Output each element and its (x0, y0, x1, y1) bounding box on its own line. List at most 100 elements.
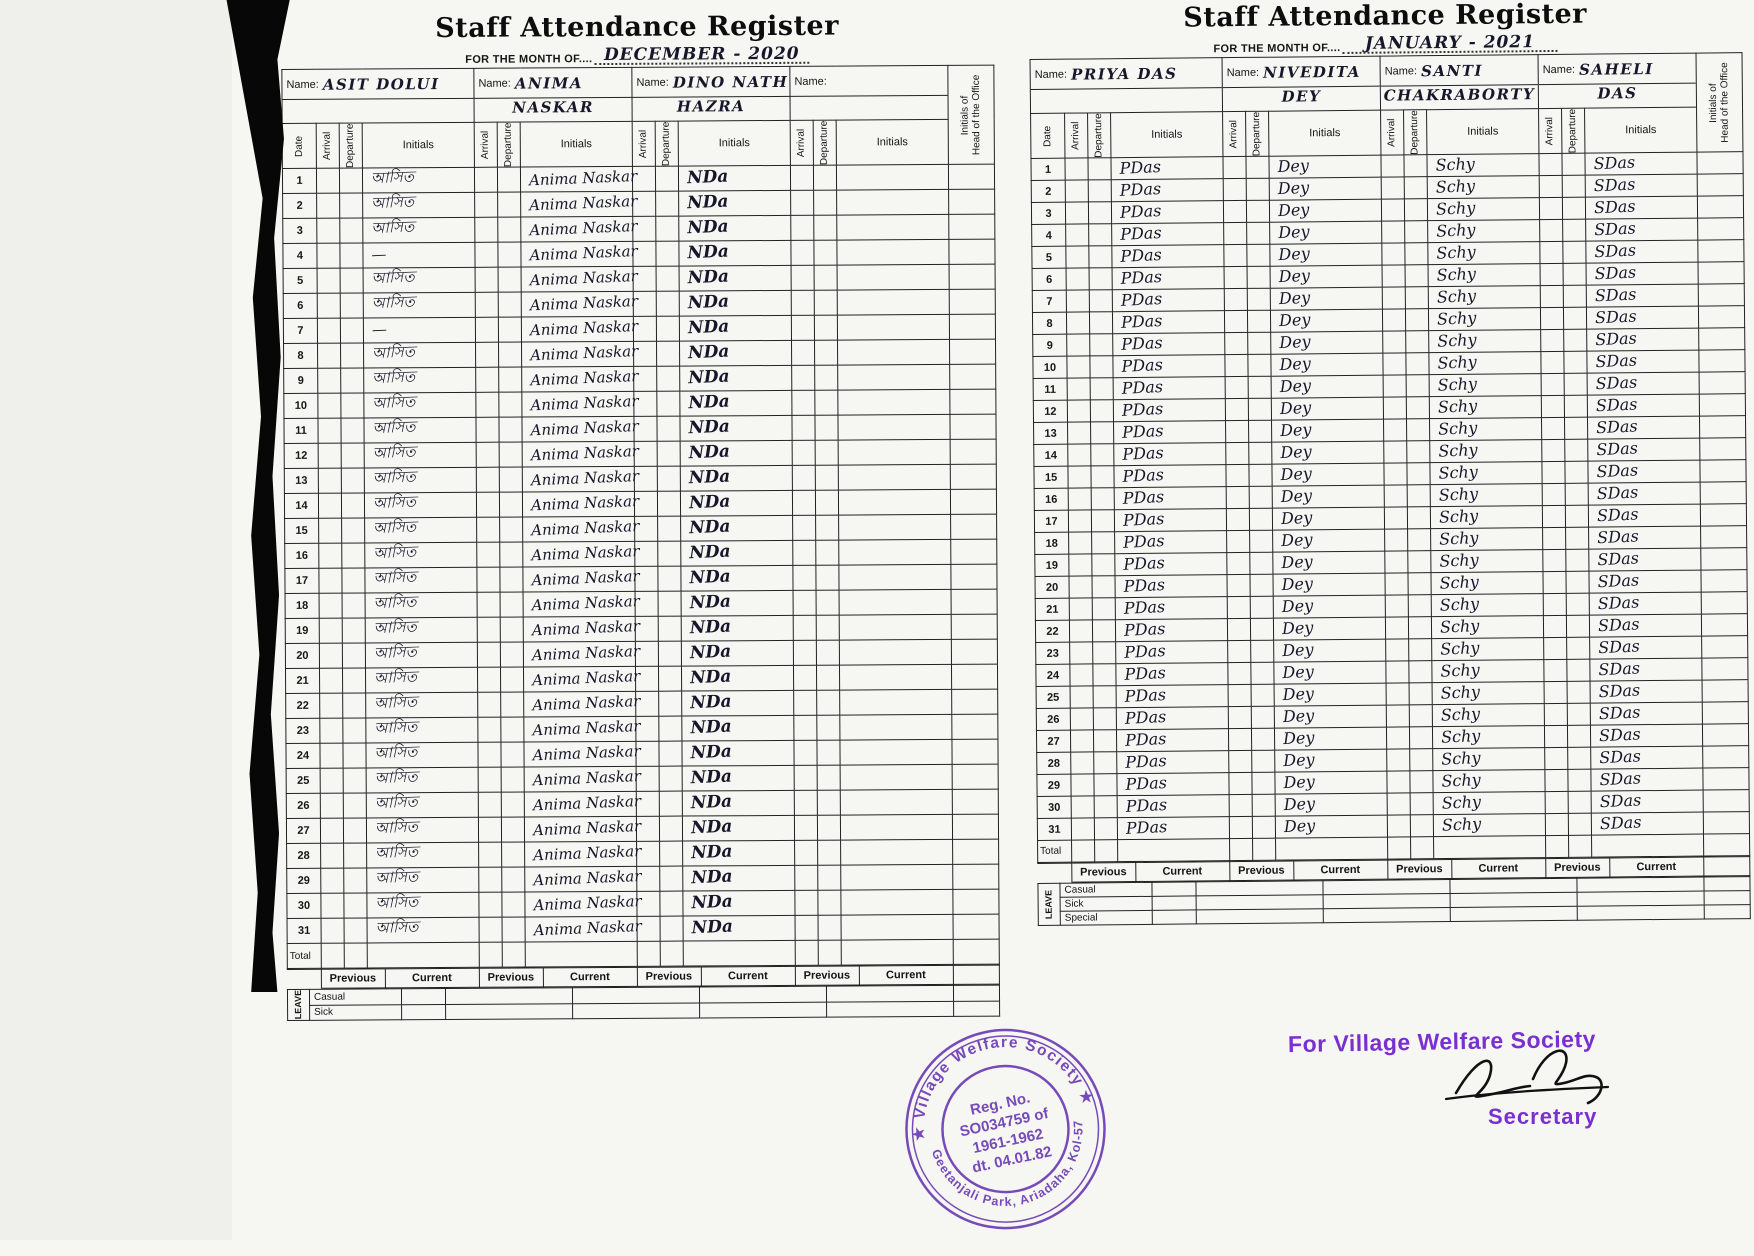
initials-cell: আসিত (363, 417, 477, 444)
arrival-cell (478, 892, 503, 918)
arrival-cell (1066, 290, 1090, 313)
leave-value-cell (1703, 877, 1751, 892)
initials-cell: NDa (681, 740, 795, 767)
date-cell: 1 (1030, 158, 1066, 181)
head-initials-cell (1697, 152, 1744, 175)
departure-cell (497, 167, 521, 193)
arrival-cell (1544, 681, 1568, 705)
initials-cell: NDa (682, 840, 795, 867)
head-initials-cell (1701, 614, 1748, 637)
arrival-cell (316, 168, 340, 194)
departure-cell (339, 193, 363, 219)
arrival-header: Arrival (1064, 112, 1088, 159)
departure-cell (1566, 637, 1590, 660)
arrival-cell (1066, 268, 1090, 291)
previous-header: Previous (320, 969, 385, 989)
initials-cell: Schy (1428, 286, 1541, 310)
name-label: Name: (1542, 63, 1576, 76)
handwritten-signature: NDa (690, 817, 733, 839)
initials-cell: Anima Naskar (523, 691, 641, 718)
name-box-3: Name: SANTI CHAKRABORTY (1380, 54, 1539, 111)
initials-cell: SDas (1585, 240, 1699, 264)
date-cell: 13 (284, 468, 319, 494)
arrival-cell (1382, 331, 1406, 354)
initials-cell: NDa (679, 340, 792, 367)
previous-header: Previous (1229, 861, 1294, 882)
departure-cell (1091, 510, 1115, 533)
total-value-cell (479, 942, 503, 968)
handwritten-signature: Schy (1440, 725, 1481, 747)
staff-name-line2: NASKAR (512, 98, 594, 117)
handwritten-signature: আসিত (371, 392, 416, 413)
departure-cell (1087, 158, 1112, 181)
departure-cell (1408, 661, 1433, 684)
arrival-cell (795, 915, 819, 941)
arrival-cell (1384, 573, 1409, 596)
arrival-cell (320, 868, 344, 894)
arrival-cell (317, 343, 341, 369)
departure-cell (816, 590, 840, 616)
arrival-cell (1224, 332, 1248, 356)
departure-cell (1091, 576, 1116, 599)
departure-cell (1407, 551, 1431, 574)
handwritten-signature: Schy (1435, 220, 1476, 241)
initials-cell: PDas (1111, 201, 1224, 225)
departure-cell (501, 867, 525, 893)
date-cell: 24 (1035, 664, 1071, 687)
initials-cell: SDas (1586, 262, 1699, 286)
departure-cell (1248, 398, 1272, 421)
head-initials-cell (1702, 746, 1749, 769)
handwritten-signature: PDas (1122, 508, 1165, 530)
initials-cell: PDas (1111, 223, 1224, 247)
handwritten-signature: আসিত (372, 542, 417, 563)
current-header: Current (384, 968, 479, 989)
arrival-cell (1540, 307, 1564, 331)
initials-cell: PDas (1113, 443, 1226, 467)
arrival-cell (474, 167, 498, 193)
initials-cell: Schy (1431, 660, 1545, 684)
handwritten-signature: Schy (1440, 703, 1481, 725)
initials-cell: Dey (1271, 463, 1385, 487)
arrival-cell (1067, 422, 1091, 445)
departure-cell (657, 441, 681, 467)
initials-cell (837, 414, 951, 441)
name-row: Name: PRIYA DAS Name: NIVEDITA DEY Name:… (1030, 52, 1744, 153)
arrival-cell (1227, 640, 1251, 664)
date-cell: 9 (283, 368, 318, 394)
initials-cell: NDa (679, 415, 793, 442)
handwritten-signature: PDas (1120, 310, 1163, 332)
departure-cell (1406, 419, 1430, 442)
departure-cell (500, 717, 524, 743)
initials-cell (838, 564, 952, 591)
departure-cell (500, 617, 524, 643)
total-label: Total (287, 943, 322, 969)
handwritten-signature: SDas (1595, 394, 1638, 416)
departure-cell (817, 890, 842, 916)
date-cell: 15 (284, 518, 319, 544)
initials-cell: SDas (1585, 174, 1698, 198)
initials-cell: Schy (1430, 550, 1544, 574)
date-cell: 30 (286, 893, 322, 919)
arrival-cell (1540, 351, 1565, 375)
arrival-header: Arrival (1222, 111, 1246, 158)
arrival-cell (1545, 791, 1569, 815)
departure-cell (815, 515, 839, 541)
arrival-cell (1544, 747, 1568, 771)
initials-cell (838, 464, 951, 491)
handwritten-signature: — (371, 320, 388, 340)
initials-cell: Anima Naskar (524, 766, 641, 793)
arrival-cell (792, 540, 816, 566)
leave-value-cell (1450, 906, 1578, 922)
head-initials-cell (948, 164, 995, 190)
departure-cell (1249, 530, 1273, 553)
arrival-cell (478, 867, 502, 893)
departure-cell (1563, 351, 1588, 374)
head-initials-cell (1699, 438, 1746, 461)
initials-cell: NDa (679, 390, 792, 417)
initials-cell: SDas (1586, 328, 1699, 352)
handwritten-signature: Anima Naskar (530, 542, 640, 565)
leave-value-cell (1323, 907, 1451, 924)
arrival-cell (317, 293, 341, 319)
handwritten-signature: SDas (1594, 262, 1637, 284)
departure-cell (658, 591, 682, 617)
